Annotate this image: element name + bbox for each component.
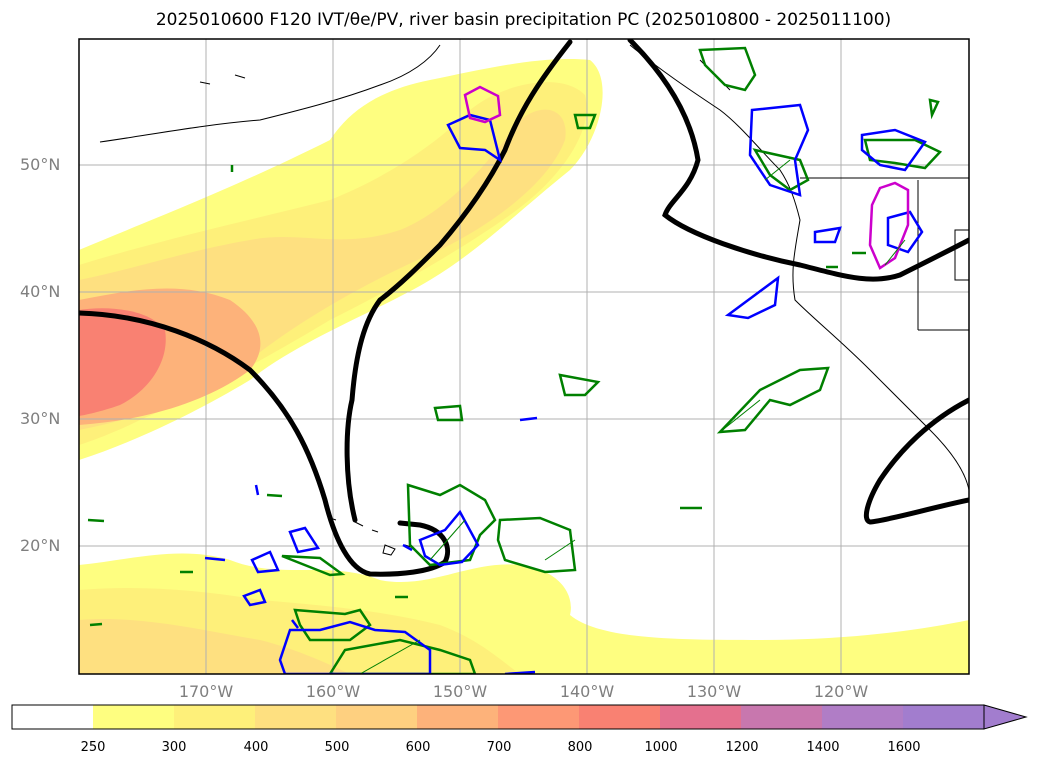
map-frame: [78, 38, 970, 675]
colorbar-tick: 1400: [806, 740, 840, 755]
colorbar: [11, 704, 1028, 730]
lon-label-170w: 170°W: [178, 682, 234, 701]
colorbar-segment: [417, 705, 498, 729]
theta-e-green-contours: [87, 46, 943, 674]
colorbar-segment: [498, 705, 579, 729]
lon-label-150w: 150°W: [432, 682, 488, 701]
colorbar-tick: 1200: [725, 740, 759, 755]
lon-label-130w: 130°W: [686, 682, 742, 701]
colorbar-border: [11, 704, 985, 730]
map-gridlines: [79, 39, 969, 674]
colorbar-segment: [12, 705, 93, 729]
ivt-plume-south: [79, 553, 969, 674]
colorbar-segment: [93, 705, 174, 729]
lon-label-160w: 160°W: [305, 682, 361, 701]
lon-label-140w: 140°W: [559, 682, 615, 701]
colorbar-segment: [822, 705, 903, 729]
colorbar-tick: 500: [324, 740, 350, 755]
hatching: [359, 159, 906, 674]
colorbar-segment: [255, 705, 336, 729]
colorbar-tick: 1600: [887, 740, 921, 755]
colorbar-tick: 600: [405, 740, 431, 755]
colorbar-segment: [903, 705, 984, 729]
lat-label-50n: 50°N: [20, 155, 61, 174]
colorbar-segment: [579, 705, 660, 729]
colorbar-extend-arrow: [983, 704, 1028, 730]
ivt-plume-north: [79, 59, 603, 461]
map-title: 2025010600 F120 IVT/θe/PV, river basin p…: [155, 10, 892, 30]
colorbar-segment: [336, 705, 417, 729]
colorbar-tick: 1000: [644, 740, 678, 755]
colorbar-segment: [660, 705, 741, 729]
colorbar-tick: 300: [161, 740, 187, 755]
colorbar-tick: 800: [567, 740, 593, 755]
lon-label-120w: 120°W: [813, 682, 869, 701]
colorbar-tick: 250: [80, 740, 106, 755]
pc-magenta-contours: [463, 85, 910, 270]
lat-label-40n: 40°N: [20, 282, 61, 301]
lat-label-20n: 20°N: [20, 536, 61, 555]
colorbar-tick: 400: [243, 740, 269, 755]
colorbar-tick: 700: [486, 740, 512, 755]
colorbar-segment: [741, 705, 822, 729]
lat-label-30n: 30°N: [20, 409, 61, 428]
colorbar-segment: [174, 705, 255, 729]
